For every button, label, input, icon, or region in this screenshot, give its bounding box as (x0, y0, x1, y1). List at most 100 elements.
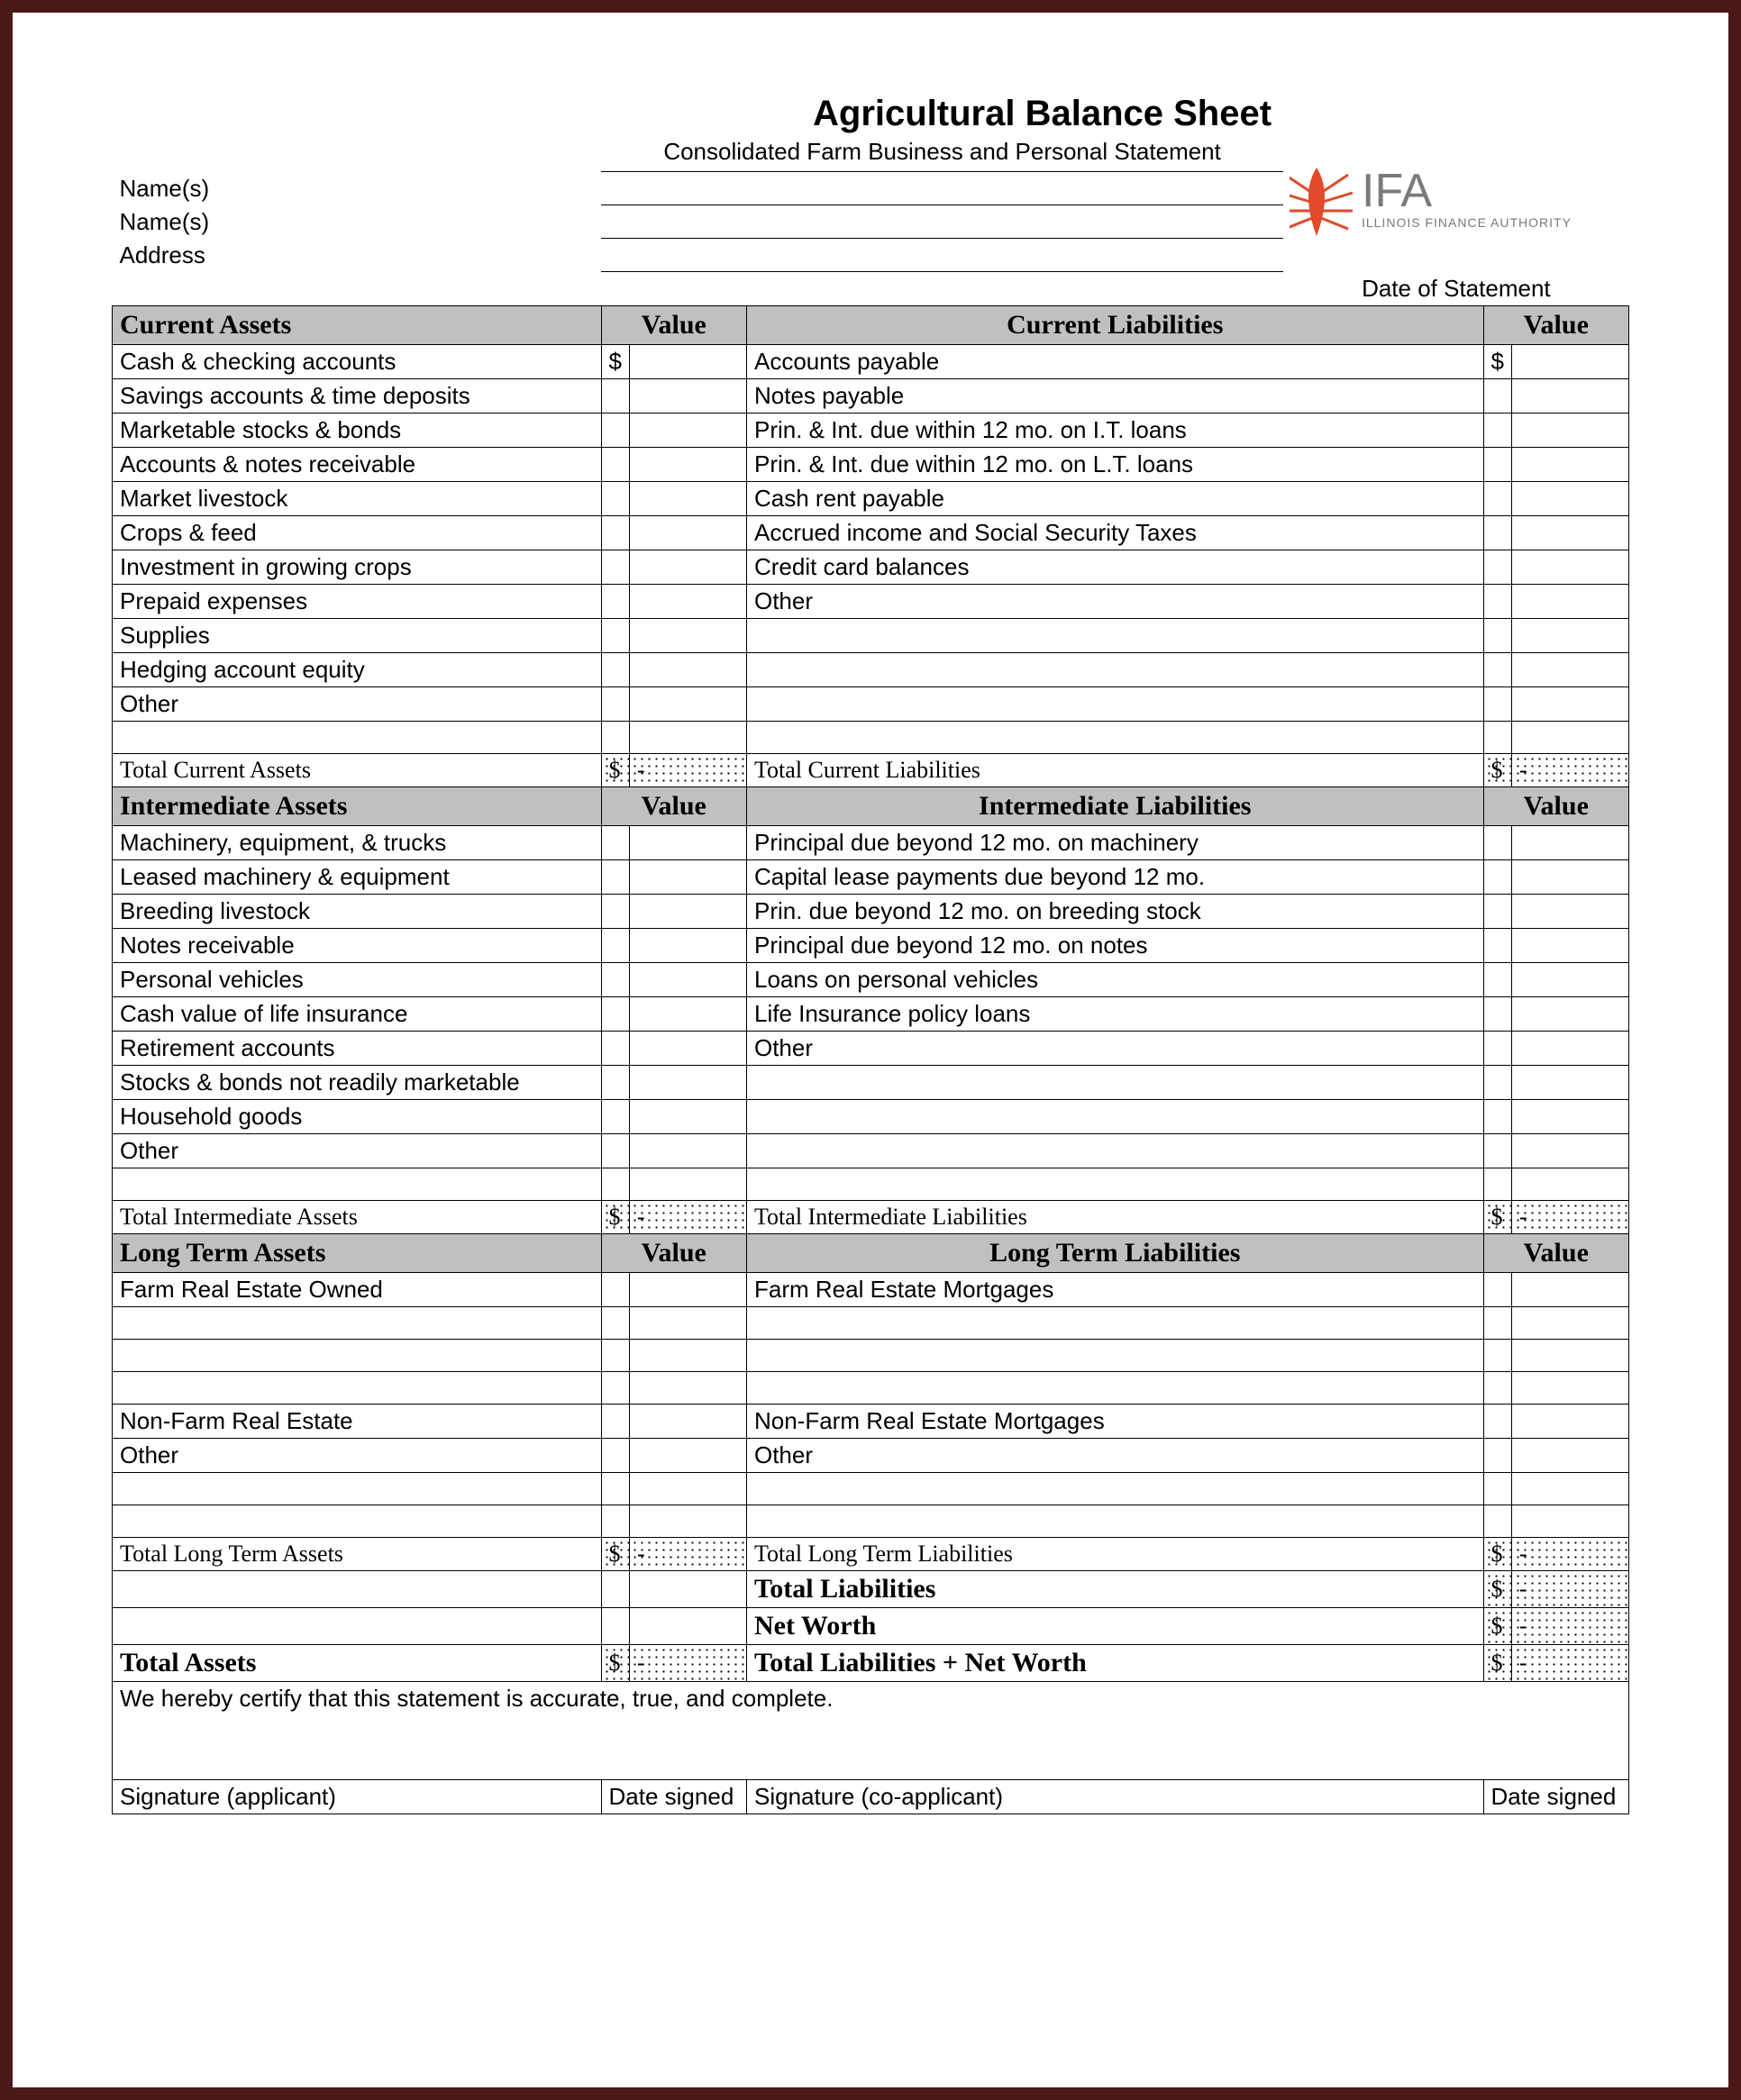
liability-value-input[interactable] (1512, 996, 1629, 1031)
liability-value-input[interactable] (1512, 550, 1629, 584)
asset-item-label: Leased machinery & equipment (113, 859, 602, 894)
asset-value-input[interactable] (629, 1272, 746, 1306)
asset-value-input[interactable] (629, 584, 746, 618)
asset-value-input[interactable] (629, 721, 746, 753)
intermediate-assets-title: Intermediate Assets (113, 786, 602, 825)
asset-value-input[interactable] (629, 1404, 746, 1438)
asset-value-input[interactable] (629, 550, 746, 584)
asset-value-input[interactable] (629, 1306, 746, 1339)
liability-value-input[interactable] (1512, 894, 1629, 928)
input-names-2b[interactable] (629, 205, 1283, 239)
asset-item-label: Accounts & notes receivable (113, 447, 602, 481)
liability-value-input[interactable] (1512, 378, 1629, 413)
sig-applicant-line[interactable] (113, 1748, 602, 1780)
asset-value-input[interactable] (629, 618, 746, 652)
asset-currency (601, 1306, 629, 1339)
liability-value-input[interactable] (1512, 928, 1629, 962)
asset-value-input[interactable] (629, 1133, 746, 1168)
liability-item-label (746, 1133, 1483, 1168)
asset-value-input[interactable] (629, 825, 746, 859)
liability-value-input[interactable] (1512, 447, 1629, 481)
asset-value-input[interactable] (629, 344, 746, 378)
asset-value-input[interactable] (629, 1065, 746, 1099)
asset-value-input[interactable] (629, 1031, 746, 1065)
liability-value-input[interactable] (1512, 413, 1629, 447)
liability-value-input[interactable] (1512, 344, 1629, 378)
sig-coapplicant-label: Signature (co-applicant) (746, 1780, 1483, 1814)
asset-currency (601, 447, 629, 481)
input-address-1b[interactable] (629, 239, 1283, 272)
current-row: Prepaid expensesOther (113, 584, 1629, 618)
date-signed-1-line[interactable] (601, 1748, 746, 1780)
liability-value-input[interactable] (1512, 1065, 1629, 1099)
input-names-1[interactable] (601, 172, 629, 205)
asset-value-input[interactable] (629, 1472, 746, 1505)
liability-value-input[interactable] (1512, 1306, 1629, 1339)
liability-value-input[interactable] (1512, 1133, 1629, 1168)
liability-value-input[interactable] (1512, 618, 1629, 652)
asset-value-input[interactable] (629, 413, 746, 447)
liability-currency (1483, 1168, 1511, 1200)
liability-value-input[interactable] (1512, 584, 1629, 618)
input-address-2[interactable] (601, 272, 629, 306)
asset-value-input[interactable] (629, 1168, 746, 1200)
asset-value-input[interactable] (629, 652, 746, 686)
asset-value-input[interactable] (629, 894, 746, 928)
liability-value-input[interactable] (1512, 721, 1629, 753)
liability-value-input[interactable] (1512, 1472, 1629, 1505)
asset-item-label: Personal vehicles (113, 962, 602, 996)
asset-value-input[interactable] (629, 859, 746, 894)
asset-value-input[interactable] (629, 1339, 746, 1371)
liability-value-input[interactable] (1512, 1404, 1629, 1438)
asset-value-input[interactable] (629, 1371, 746, 1404)
liability-value-input[interactable] (1512, 1099, 1629, 1133)
asset-value-input[interactable] (629, 1438, 746, 1472)
asset-value-input[interactable] (629, 447, 746, 481)
asset-value-input[interactable] (629, 378, 746, 413)
asset-item-label: Non-Farm Real Estate (113, 1404, 602, 1438)
input-names-2[interactable] (601, 205, 629, 239)
liability-value-input[interactable] (1512, 515, 1629, 550)
input-address-1[interactable] (601, 239, 629, 272)
asset-value-input[interactable] (629, 996, 746, 1031)
liability-currency (1483, 515, 1511, 550)
asset-value-input[interactable] (629, 928, 746, 962)
asset-value-input[interactable] (629, 686, 746, 721)
liability-value-input[interactable] (1512, 1505, 1629, 1537)
liability-value-input[interactable] (1512, 1371, 1629, 1404)
liability-value-input[interactable] (1512, 652, 1629, 686)
asset-value-input[interactable] (629, 1505, 746, 1537)
date-signed-1-label: Date signed (601, 1780, 746, 1814)
liability-currency (1483, 1306, 1511, 1339)
asset-value-input[interactable] (629, 515, 746, 550)
input-address-2b[interactable] (629, 272, 1283, 306)
liability-value-input[interactable] (1512, 1031, 1629, 1065)
current-assets-title: Current Assets (113, 305, 602, 344)
intermediate-row: Notes receivablePrincipal due beyond 12 … (113, 928, 1629, 962)
liability-currency (1483, 447, 1511, 481)
liability-currency (1483, 413, 1511, 447)
liability-value-input[interactable] (1512, 481, 1629, 515)
asset-currency (601, 1472, 629, 1505)
asset-value-input[interactable] (629, 481, 746, 515)
intermediate-row: Cash value of life insuranceLife Insuran… (113, 996, 1629, 1031)
date-signed-2-line[interactable] (1483, 1748, 1628, 1780)
liability-value-input[interactable] (1512, 825, 1629, 859)
liability-value-input[interactable] (1512, 1168, 1629, 1200)
liability-value-input[interactable] (1512, 1438, 1629, 1472)
liability-value-input[interactable] (1512, 686, 1629, 721)
intermediate-liab-value-header: Value (1483, 786, 1628, 825)
liability-value-input[interactable] (1512, 962, 1629, 996)
current-totals-row: Total Current Assets $ - Total Current L… (113, 753, 1629, 786)
asset-value-input[interactable] (629, 962, 746, 996)
asset-value-input[interactable] (629, 1099, 746, 1133)
liability-value-input[interactable] (1512, 859, 1629, 894)
asset-item-label: Market livestock (113, 481, 602, 515)
sig-coapplicant-line[interactable] (746, 1748, 1483, 1780)
liability-value-input[interactable] (1512, 1339, 1629, 1371)
liability-item-label: Credit card balances (746, 550, 1483, 584)
liability-currency (1483, 618, 1511, 652)
liability-currency (1483, 721, 1511, 753)
input-names-1b[interactable] (629, 172, 1283, 205)
liability-value-input[interactable] (1512, 1272, 1629, 1306)
